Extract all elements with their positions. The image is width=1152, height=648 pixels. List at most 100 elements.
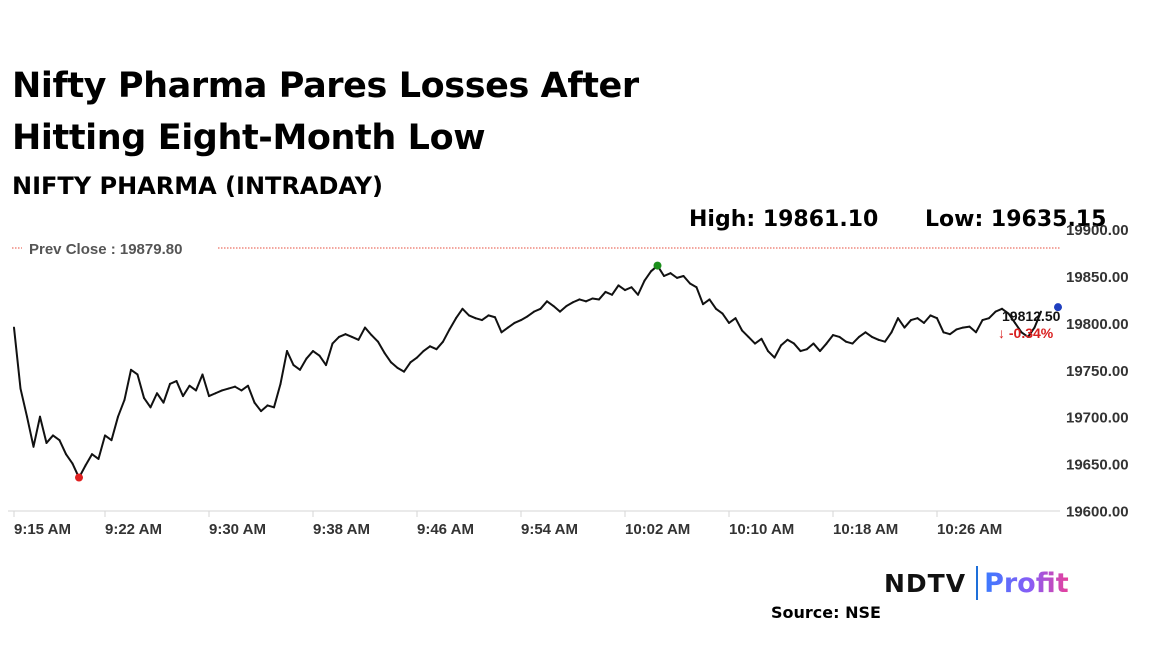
chart-headline: Nifty Pharma Pares Losses After Hitting … — [12, 66, 639, 158]
price-line-segment — [728, 317, 737, 324]
price-line-segment — [318, 354, 327, 367]
price-line-segment — [663, 272, 672, 277]
price-line-segment — [240, 384, 249, 392]
price-line-segment — [416, 350, 425, 359]
chart-subtitle: NIFTY PHARMA (INTRADAY) — [12, 172, 384, 200]
price-line-segment — [377, 340, 386, 354]
price-line-segment — [975, 319, 984, 334]
price-line-segment — [747, 335, 756, 345]
price-line-segment — [884, 331, 893, 343]
price-line-segment — [624, 286, 633, 292]
price-line-segment — [669, 272, 678, 279]
price-line-segment — [214, 389, 223, 395]
price-line-segment — [910, 317, 919, 322]
price-line-segment — [117, 398, 126, 418]
price-line-segment — [559, 305, 568, 313]
price-line-segment — [279, 350, 288, 385]
price-line-segment — [91, 453, 100, 460]
price-line-segment — [123, 368, 132, 401]
price-line-segment — [247, 384, 256, 404]
source-note: Source: NSE — [771, 603, 881, 622]
price-line-segment — [806, 342, 815, 351]
price-line-segment — [676, 275, 685, 279]
x-tick-label: 9:54 AM — [521, 521, 578, 538]
price-line-segment — [702, 298, 711, 306]
price-line-segment — [84, 453, 93, 467]
price-line-segment — [39, 415, 48, 444]
price-line-segment — [162, 382, 171, 404]
price-line-segment — [338, 333, 347, 338]
price-line-segment — [221, 387, 230, 392]
price-line-segment — [299, 357, 308, 371]
y-tick-label: 19600.00 — [1066, 504, 1129, 521]
price-line-segment — [916, 317, 925, 324]
price-line-segment — [58, 439, 67, 456]
y-tick-label: 19650.00 — [1066, 457, 1129, 474]
price-line-segment — [455, 307, 464, 320]
price-line-segment — [513, 319, 522, 324]
price-line-segment — [780, 338, 789, 347]
price-line-segment — [234, 385, 243, 392]
price-line-segment — [981, 317, 990, 322]
price-line-segment — [19, 387, 28, 418]
price-line-segment — [507, 321, 516, 329]
brand-ndtv: NDTV — [884, 568, 967, 598]
last-change-label: ↓ -0.34% — [998, 325, 1054, 341]
price-line-segment — [474, 317, 483, 322]
price-line-segment — [819, 342, 828, 353]
price-line-segment — [825, 334, 834, 345]
price-line-segment — [572, 298, 581, 304]
price-line-segment — [292, 364, 301, 371]
price-line-segment — [643, 270, 652, 282]
price-line-segment — [767, 350, 776, 359]
y-tick-label: 19800.00 — [1066, 316, 1129, 333]
x-tick-label: 10:10 AM — [729, 521, 794, 538]
price-line-segment — [741, 329, 750, 338]
price-line-segment — [585, 297, 594, 303]
price-line-segment — [383, 351, 392, 364]
price-line-segment — [227, 385, 236, 390]
price-line-segment — [949, 328, 958, 336]
price-line-segment — [955, 326, 964, 331]
price-line-segment — [266, 404, 275, 409]
price-line-segment — [539, 300, 548, 310]
y-tick-label: 19700.00 — [1066, 410, 1129, 427]
last-price-label: 19812.50 — [1002, 308, 1061, 324]
price-line-segment — [390, 361, 399, 369]
price-line-segment — [1001, 307, 1010, 315]
x-tick-label: 9:30 AM — [209, 521, 266, 538]
x-tick-label: 9:15 AM — [14, 521, 71, 538]
y-tick-label: 19900.00 — [1066, 222, 1129, 239]
price-line-segment — [812, 342, 821, 353]
intraday-high-marker — [653, 261, 662, 270]
price-line-segment — [903, 319, 912, 329]
price-line-segment — [325, 342, 334, 367]
price-line-segment — [565, 301, 574, 308]
price-line-segment — [786, 338, 795, 345]
price-line-segment — [201, 373, 210, 398]
price-line-segment — [988, 310, 997, 320]
price-line-segment — [195, 373, 204, 392]
price-line-segment — [435, 340, 444, 351]
price-line-segment — [396, 366, 405, 373]
price-line-segment — [760, 337, 769, 353]
price-line-segment — [630, 286, 639, 296]
price-line-segment — [942, 331, 951, 336]
price-line-segment — [494, 316, 503, 334]
price-line-segment — [708, 298, 717, 310]
price-line-segment — [871, 335, 880, 341]
price-line-segment — [552, 305, 561, 313]
price-line-segment — [110, 415, 119, 442]
price-line-segment — [448, 317, 457, 331]
price-line-segment — [149, 392, 158, 409]
price-line-segment — [1014, 321, 1023, 334]
price-line-segment — [1027, 326, 1036, 338]
price-line-segment — [468, 314, 477, 320]
price-line-segment — [923, 314, 932, 324]
price-line-segment — [104, 434, 113, 442]
price-line-segment — [273, 382, 282, 409]
x-tick-label: 10:18 AM — [833, 521, 898, 538]
price-line-segment — [858, 331, 867, 338]
price-line-segment — [864, 331, 873, 338]
price-line-segment — [897, 317, 906, 329]
